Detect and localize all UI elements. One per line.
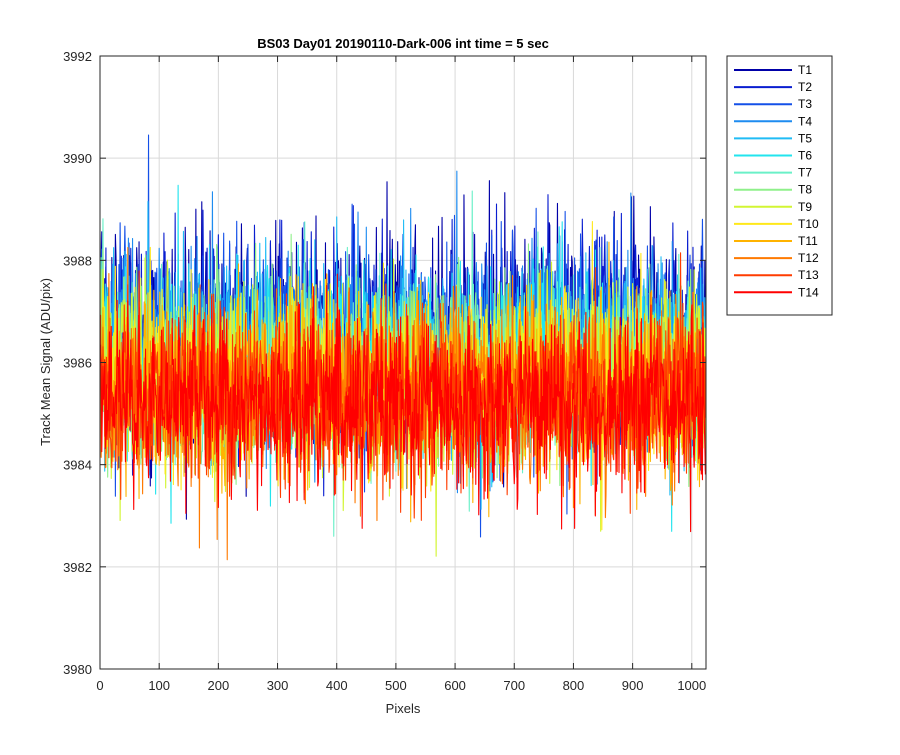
legend-label-t13: T13 xyxy=(798,268,819,282)
y-tick-label: 3980 xyxy=(63,662,92,677)
x-tick-label: 700 xyxy=(503,678,525,693)
series-layer xyxy=(100,134,706,561)
x-tick-label: 800 xyxy=(563,678,585,693)
legend-label-t12: T12 xyxy=(798,251,819,265)
x-tick-label: 1000 xyxy=(677,678,706,693)
chart-title: BS03 Day01 20190110-Dark-006 int time = … xyxy=(257,36,549,51)
x-tick-label: 300 xyxy=(267,678,289,693)
x-tick-label: 400 xyxy=(326,678,348,693)
legend-label-t3: T3 xyxy=(798,97,812,111)
y-tick-label: 3988 xyxy=(63,253,92,268)
x-tick-label: 100 xyxy=(148,678,170,693)
legend-label-t9: T9 xyxy=(798,200,812,214)
x-tick-label: 200 xyxy=(208,678,230,693)
legend: T1 T2 T3 T4 T5 T6 T7 T8 T9 T10 T11 T12 T13 T14 xyxy=(726,55,833,316)
y-tick-label: 3992 xyxy=(63,49,92,64)
x-axis-ticks: 0 100 200 300 400 500 600 700 800 900 1000 xyxy=(96,56,706,693)
legend-label-t4: T4 xyxy=(798,114,812,128)
x-tick-label: 500 xyxy=(385,678,407,693)
series-line-t14 xyxy=(100,270,706,533)
y-tick-label: 3990 xyxy=(63,151,92,166)
legend-label-t10: T10 xyxy=(798,217,819,231)
legend-label-t14: T14 xyxy=(798,285,819,299)
y-tick-label: 3984 xyxy=(63,458,92,473)
legend-box xyxy=(726,55,833,316)
legend-label-t8: T8 xyxy=(798,183,812,197)
x-tick-label: 600 xyxy=(444,678,466,693)
legend-label-t11: T11 xyxy=(798,234,818,248)
legend-label-t5: T5 xyxy=(798,131,812,145)
y-tick-label: 3986 xyxy=(63,356,92,371)
x-axis-label: Pixels xyxy=(386,701,421,716)
legend-label-t1: T1 xyxy=(798,63,812,77)
legend-label-t6: T6 xyxy=(798,149,812,163)
y-axis-label: Track Mean Signal (ADU/pix) xyxy=(38,278,53,446)
y-tick-label: 3982 xyxy=(63,560,92,575)
legend-label-t7: T7 xyxy=(798,166,812,180)
legend-label-t2: T2 xyxy=(798,80,812,94)
x-tick-label: 900 xyxy=(622,678,644,693)
x-tick-label: 0 xyxy=(96,678,103,693)
y-axis-ticks: 3980 3982 3984 3986 3988 3990 3992 xyxy=(63,49,706,677)
